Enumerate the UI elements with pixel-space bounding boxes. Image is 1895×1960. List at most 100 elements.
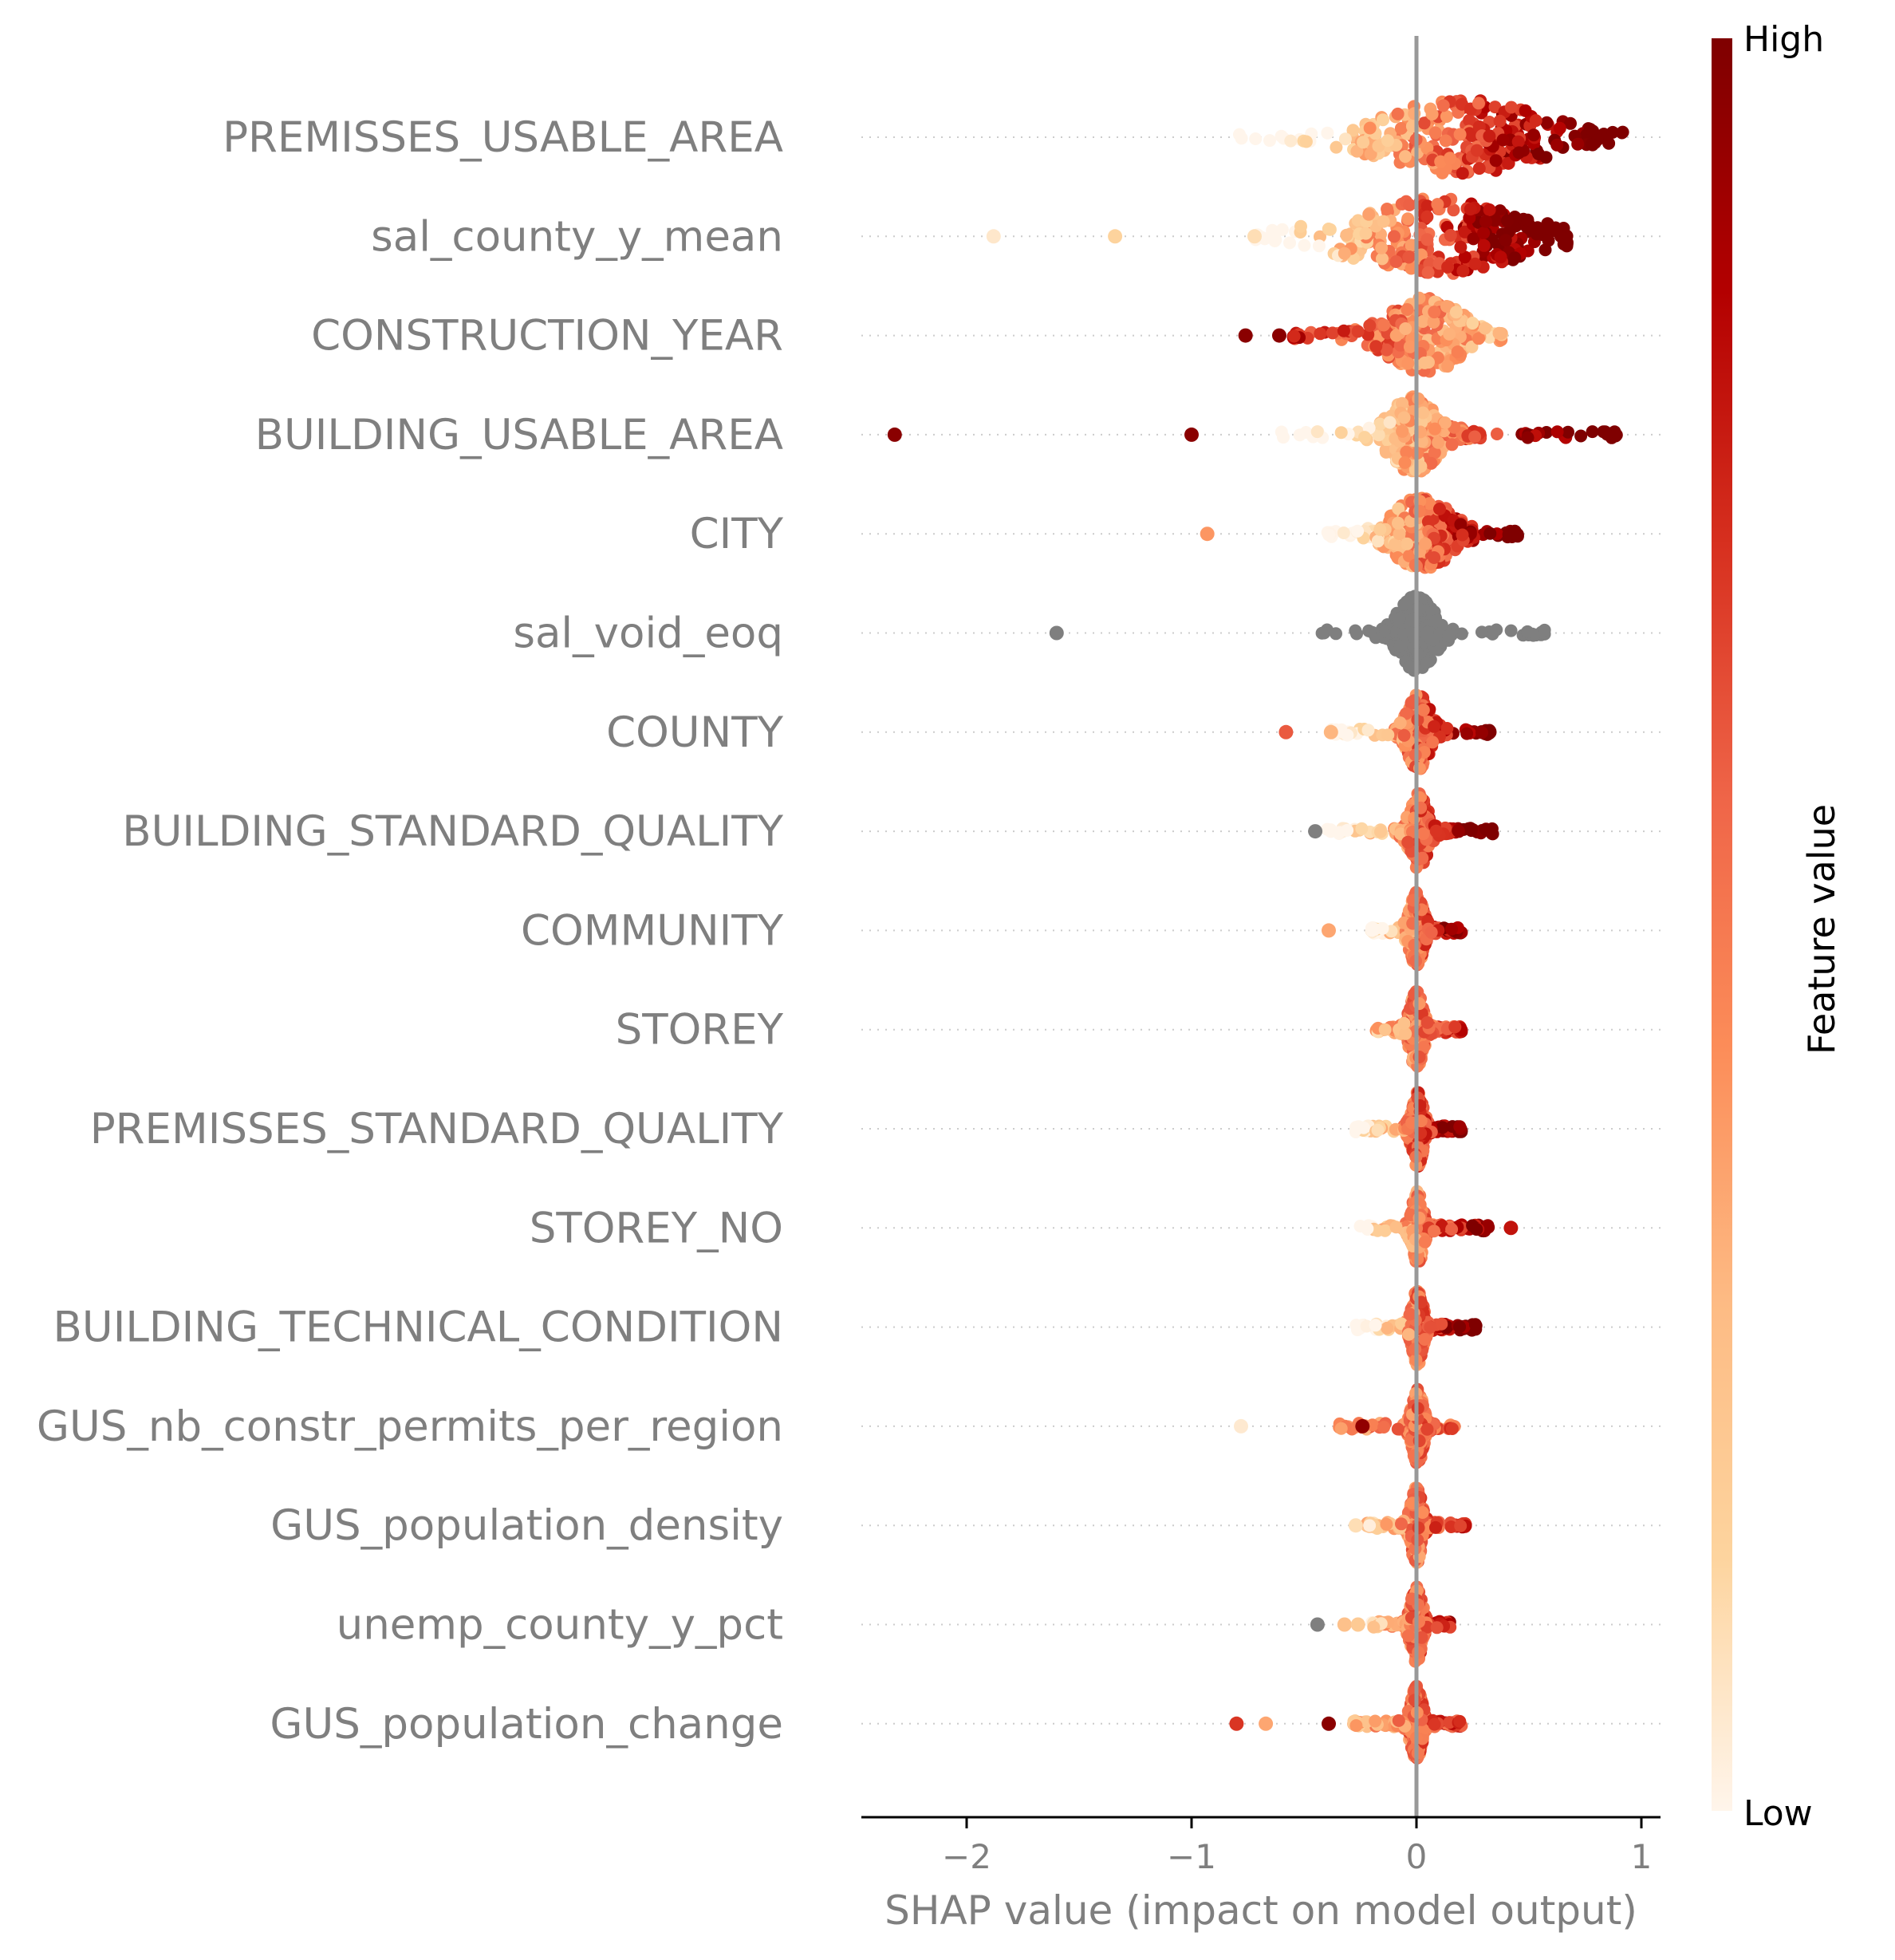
data-point [1284,134,1298,148]
data-point [1428,306,1441,319]
data-point [1412,1615,1425,1628]
data-point [1507,526,1521,540]
outlier-point [1503,1221,1519,1236]
outlier-point [1310,1617,1325,1632]
data-point [1388,230,1401,243]
data-point [1521,625,1535,638]
outlier-point [1323,724,1338,739]
outlier-point [1350,1617,1365,1632]
data-point [1447,203,1460,217]
feature-label: GUS_population_change [270,1700,783,1749]
data-point [1381,728,1395,742]
x-tick-label: 0 [1406,1837,1428,1876]
data-point [1483,129,1496,143]
data-point [1401,357,1415,370]
data-point [1355,822,1369,835]
data-point [1330,627,1342,641]
data-point [1369,1714,1382,1728]
data-point [1477,227,1491,239]
data-point [1393,338,1407,352]
data-point [1454,240,1468,254]
data-point [1419,537,1432,550]
outlier-point [1049,625,1064,641]
data-point [1389,329,1403,342]
data-point [1402,1327,1416,1341]
data-point [1433,503,1446,515]
data-point [1369,1319,1382,1332]
data-point [1379,445,1393,459]
data-point [1397,411,1411,424]
data-point [1363,121,1377,135]
data-point [1416,315,1429,328]
feature-points [1229,1679,1468,1765]
feature-points [1234,1382,1461,1469]
data-point [1415,435,1428,448]
data-point [1326,326,1339,340]
data-point [1349,1719,1363,1733]
data-point [1393,612,1406,625]
outlier-point [1322,923,1336,938]
data-point [1365,924,1378,937]
data-point [1408,107,1421,120]
data-point [1421,266,1435,279]
x-tick-label: 1 [1631,1837,1653,1876]
data-point [1367,1620,1381,1634]
data-point [1235,132,1248,145]
data-point [1519,104,1532,117]
data-point [1436,99,1450,112]
data-point [1391,107,1405,120]
data-point [1338,132,1352,146]
data-point [1470,144,1483,157]
data-point [1372,428,1385,442]
data-point [1441,360,1455,373]
data-point [1428,720,1441,733]
data-point [1399,322,1412,335]
data-point [1558,235,1572,248]
data-point [1443,327,1456,341]
data-point [1275,223,1289,236]
data-point [1399,150,1412,164]
data-point [1440,300,1453,313]
data-point [1439,134,1452,148]
data-point [1500,214,1514,227]
data-point [1553,121,1566,135]
colorbar-low-label: Low [1743,1793,1813,1834]
data-point [1397,728,1411,742]
data-point [1564,116,1577,130]
data-point [1321,126,1334,140]
data-point [1361,724,1375,737]
data-point [1405,262,1418,275]
data-point [1263,134,1276,148]
data-point [1358,431,1372,444]
data-point [1416,704,1430,716]
data-point [1527,128,1540,142]
data-point [1538,623,1551,637]
data-point [1349,1123,1363,1137]
data-point [1283,236,1296,250]
data-point [1425,108,1439,121]
feature-label: BUILDING_STANDARD_QUALITY [122,807,783,856]
data-point [1393,716,1407,730]
feature-points [1233,94,1629,180]
data-point [1377,113,1389,127]
data-point [1550,425,1564,439]
feature-points [1238,291,1508,378]
colorbar-high-label: High [1743,19,1824,60]
feature-points [1349,1086,1468,1173]
data-point [1389,255,1403,268]
data-point [1314,327,1327,341]
data-point [1322,528,1336,542]
outlier-point [1238,328,1253,343]
data-point [1445,1422,1459,1435]
data-point [1483,203,1496,216]
data-point [1313,239,1326,253]
data-point [1445,438,1459,452]
data-point [1299,135,1313,148]
data-point [1488,101,1502,114]
data-point [1496,133,1510,147]
data-point [1420,199,1434,213]
data-point [1445,1223,1459,1236]
data-point [1532,148,1546,160]
data-point [1401,537,1414,550]
x-tick-label: −1 [1167,1837,1216,1876]
